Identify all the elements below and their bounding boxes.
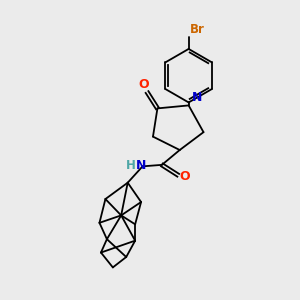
Text: H: H	[126, 159, 136, 172]
Text: O: O	[138, 78, 149, 91]
Text: O: O	[180, 170, 190, 183]
Text: N: N	[136, 159, 146, 172]
Text: N: N	[192, 91, 202, 104]
Text: Br: Br	[190, 22, 205, 36]
